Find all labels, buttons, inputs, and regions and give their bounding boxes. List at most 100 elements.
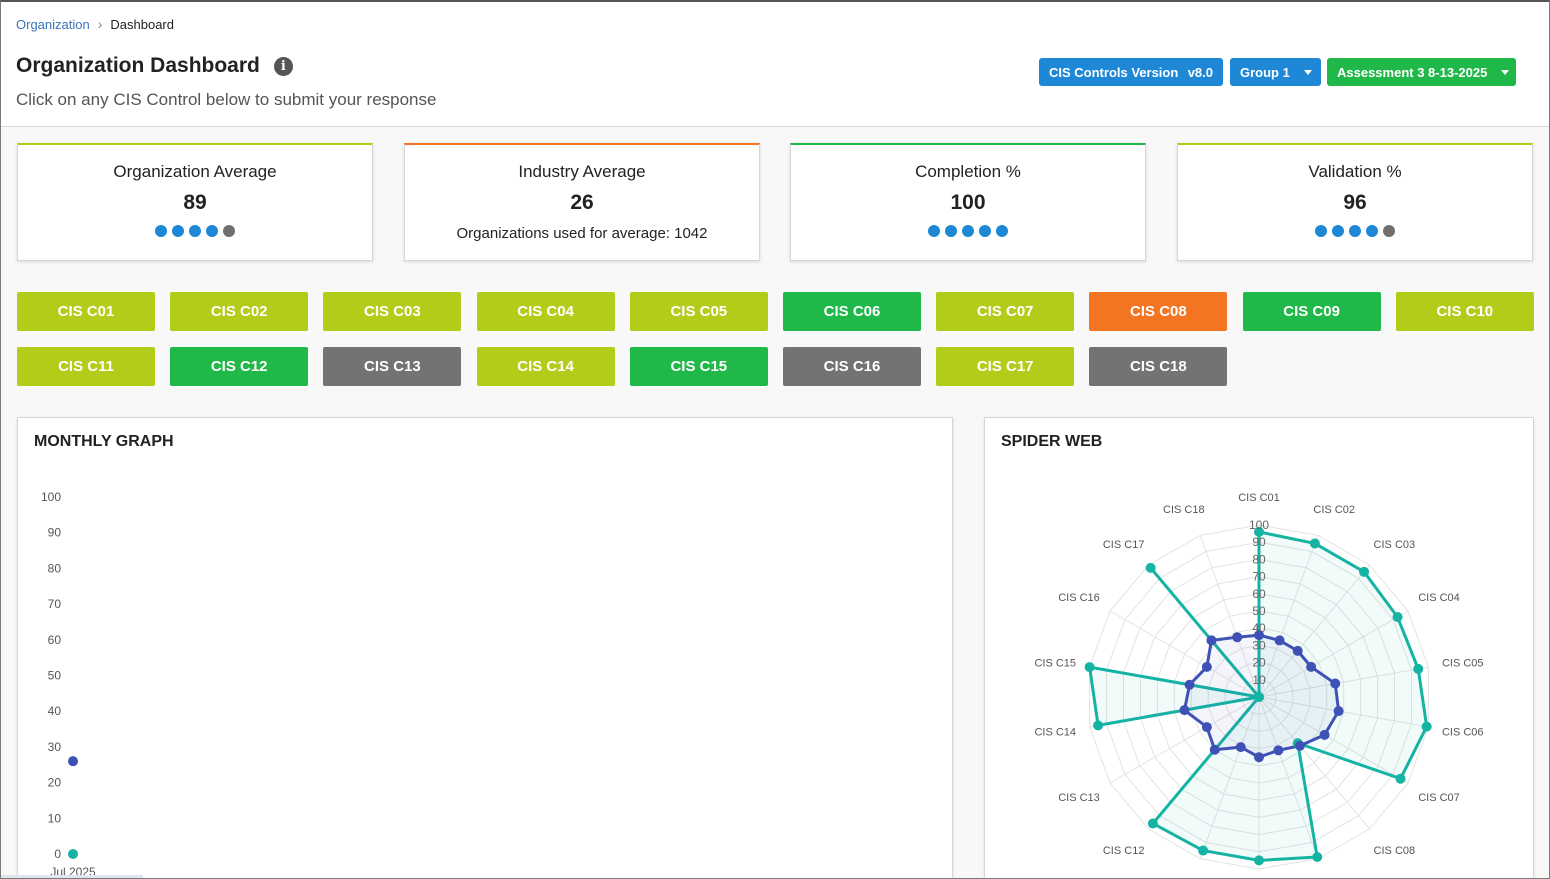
rating-dot-icon <box>155 225 167 237</box>
cis-control-button-8[interactable]: CIS C08 <box>1089 292 1228 331</box>
y-tick-label: 50 <box>48 669 62 683</box>
radar-point[interactable] <box>1145 562 1156 573</box>
radar-point[interactable] <box>1206 635 1217 646</box>
cis-control-button-7[interactable]: CIS C07 <box>936 292 1075 331</box>
radar-point[interactable] <box>1254 526 1264 537</box>
cis-control-button-18[interactable]: CIS C18 <box>1089 347 1228 386</box>
radar-point[interactable] <box>1235 742 1246 753</box>
horizontal-scrollbar[interactable] <box>1 875 143 878</box>
breadcrumb-current: Dashboard <box>110 16 174 32</box>
radial-tick-label: 70 <box>1252 570 1266 584</box>
grid-spoke <box>1258 666 1429 698</box>
cis-control-button-12[interactable]: CIS C12 <box>170 347 309 386</box>
cis-control-button-13[interactable]: CIS C13 <box>323 347 462 386</box>
cis-control-button-16[interactable]: CIS C16 <box>783 347 921 386</box>
radar-point[interactable] <box>1093 720 1104 731</box>
radar-point[interactable] <box>1184 679 1195 690</box>
stat-label: Organization Average <box>113 162 277 181</box>
y-tick-label: 20 <box>48 776 62 790</box>
radar-point[interactable] <box>1421 721 1432 732</box>
radar-point[interactable] <box>1232 632 1243 643</box>
radar-category-label: CIS C13 <box>1058 792 1100 804</box>
radar-point[interactable] <box>1254 630 1264 641</box>
grid-spoke <box>1199 696 1260 859</box>
cis-control-button-10[interactable]: CIS C10 <box>1395 292 1534 331</box>
radar-point[interactable] <box>1395 773 1406 784</box>
assessment-dropdown[interactable]: Assessment 3 8-13-2025 <box>1327 58 1516 86</box>
rating-dot-icon <box>962 225 974 237</box>
cis-control-button-5[interactable]: CIS C05 <box>629 292 768 331</box>
rating-dot-icon <box>1366 225 1378 237</box>
radial-tick-label: 40 <box>1252 621 1266 635</box>
radar-point[interactable] <box>1292 645 1303 656</box>
radar-point[interactable] <box>1198 845 1209 856</box>
radar-point[interactable] <box>1084 662 1095 673</box>
stat-value: 96 <box>1343 191 1367 214</box>
radar-point[interactable] <box>1254 752 1264 763</box>
page-subtitle: Click on any CIS Control below to submit… <box>16 90 437 109</box>
y-tick-label: 90 <box>48 526 62 540</box>
cis-control-button-6[interactable]: CIS C06 <box>783 292 921 331</box>
rating-dot-icon <box>1332 225 1344 237</box>
cis-control-button-17[interactable]: CIS C17 <box>936 347 1075 386</box>
cis-controls-version-button[interactable]: CIS Controls Version v8.0 <box>1039 58 1223 86</box>
y-tick-label: 100 <box>41 490 61 504</box>
cis-control-button-4[interactable]: CIS C04 <box>476 292 615 331</box>
radar-point[interactable] <box>1201 722 1212 733</box>
cis-control-button-1[interactable]: CIS C01 <box>17 292 155 331</box>
monthly-point[interactable] <box>68 756 78 767</box>
rating-dot-icon <box>979 225 991 237</box>
radar-category-label: CIS C18 <box>1163 504 1205 516</box>
cis-control-button-14[interactable]: CIS C14 <box>476 347 615 386</box>
rating-dot-icon <box>1315 225 1327 237</box>
radar-category-label: CIS C16 <box>1058 592 1100 604</box>
cis-control-button-2[interactable]: CIS C02 <box>170 292 309 331</box>
radar-point[interactable] <box>1209 744 1220 755</box>
radar-category-label: CIS C15 <box>1034 657 1076 669</box>
radar-point[interactable] <box>1147 818 1158 829</box>
breadcrumb-organization-link[interactable]: Organization <box>16 16 90 32</box>
radar-point[interactable] <box>1274 635 1285 646</box>
version-value: v8.0 <box>1187 64 1213 80</box>
stat-card: Completion % 100 <box>790 143 1146 261</box>
radar-category-label: CIS C07 <box>1418 792 1460 804</box>
grid-spoke <box>1258 610 1409 698</box>
radar-category-label: CIS C03 <box>1374 539 1416 551</box>
radar-point[interactable] <box>1201 661 1212 672</box>
radar-point[interactable] <box>1254 692 1264 702</box>
group-dropdown[interactable]: Group 1 <box>1230 58 1321 86</box>
y-tick-label: 40 <box>48 704 62 718</box>
radar-category-label: CIS C12 <box>1103 845 1145 857</box>
radar-point[interactable] <box>1330 678 1341 689</box>
cis-control-button-11[interactable]: CIS C11 <box>17 347 155 386</box>
monthly-graph-chart: 0 10 20 30 40 50 60 70 80 90 100 Jul 2025 <box>41 490 96 878</box>
radar-point[interactable] <box>1312 852 1323 863</box>
radar-point[interactable] <box>1413 663 1424 674</box>
radar-point[interactable] <box>1359 566 1370 577</box>
radar-point[interactable] <box>1273 745 1284 756</box>
stat-card: Validation % 96 <box>1177 143 1533 261</box>
cis-control-button-15[interactable]: CIS C15 <box>629 347 768 386</box>
radar-point[interactable] <box>1319 729 1330 740</box>
rating-dots <box>1178 225 1532 237</box>
stat-value: 89 <box>183 191 207 214</box>
cis-control-button-3[interactable]: CIS C03 <box>323 292 462 331</box>
radar-point[interactable] <box>1309 538 1320 549</box>
radar-point[interactable] <box>1294 740 1305 751</box>
stat-label: Completion % <box>915 162 1021 181</box>
radial-tick-label: 10 <box>1252 673 1266 687</box>
cis-control-button-9[interactable]: CIS C09 <box>1242 292 1381 331</box>
grid-spoke <box>1109 610 1260 698</box>
radar-point[interactable] <box>1254 855 1264 866</box>
radar-point[interactable] <box>1179 705 1190 716</box>
radar-point[interactable] <box>1392 612 1403 623</box>
info-icon[interactable]: i <box>273 56 293 76</box>
monthly-point[interactable] <box>68 849 78 859</box>
radial-tick-label: 50 <box>1252 604 1266 618</box>
radar-point[interactable] <box>1306 661 1317 672</box>
y-tick-label: 10 <box>48 811 62 825</box>
radar-point[interactable] <box>1333 706 1344 717</box>
radar-category-label: CIS C05 <box>1442 657 1484 669</box>
stat-card: Organization Average 89 <box>17 143 373 261</box>
